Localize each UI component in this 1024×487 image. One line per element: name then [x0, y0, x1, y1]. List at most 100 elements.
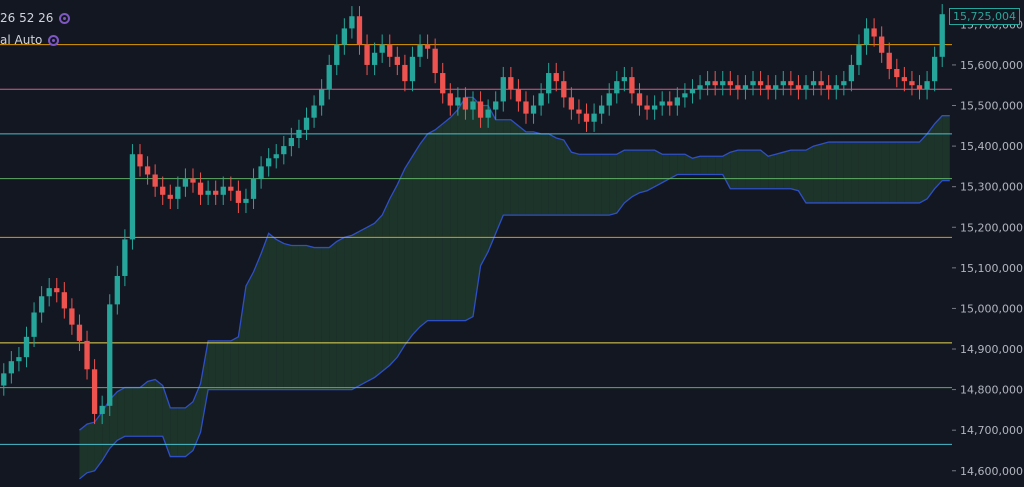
cloud-segment: [397, 168, 405, 358]
cloud-segment: [624, 150, 632, 203]
candle-body: [757, 81, 764, 86]
cloud-segment: [208, 340, 216, 390]
candle-body: [182, 178, 189, 187]
cloud-segment: [722, 152, 731, 189]
y-tick-label: 15,000,000: [960, 302, 1023, 315]
candle-body: [220, 186, 226, 195]
settings-icon[interactable]: [48, 34, 60, 46]
cloud-segment: [768, 154, 776, 189]
candle-body: [939, 14, 945, 57]
cloud-segment: [435, 123, 443, 321]
cloud-segment: [177, 407, 186, 457]
cloud-segment: [639, 150, 648, 193]
candle-body: [553, 73, 559, 82]
candle-body: [228, 186, 234, 191]
cloud-segment: [457, 97, 466, 321]
candle-body: [901, 77, 908, 82]
cloud-segment: [919, 133, 928, 203]
candle-body: [629, 77, 635, 94]
cloud-segment: [715, 156, 723, 175]
cloud-segment: [404, 156, 413, 345]
cloud-segment: [268, 233, 277, 390]
cloud-segment: [147, 379, 156, 437]
cloud-segment: [609, 154, 617, 216]
candle-body: [61, 292, 67, 309]
candle-body: [773, 85, 779, 90]
candle-body: [894, 68, 900, 78]
cloud-segment: [858, 142, 867, 203]
candle-body: [23, 336, 30, 358]
cloud-segment: [283, 243, 292, 390]
cloud-segment: [359, 227, 368, 386]
cloud-segment: [783, 150, 791, 189]
candle-body: [841, 81, 847, 86]
candle-body: [644, 105, 650, 110]
candle-body: [788, 81, 794, 86]
candle-body: [288, 137, 295, 147]
cloud-segment: [586, 154, 595, 216]
candle-body: [46, 288, 52, 297]
cloud-segment: [647, 150, 655, 191]
candle-body: [765, 85, 771, 90]
candle-body: [16, 357, 22, 362]
cloud-segment: [594, 154, 602, 216]
cloud-segment: [170, 407, 178, 457]
candle-body: [863, 28, 870, 45]
cloud-segment: [230, 336, 239, 390]
cloud-segment: [707, 156, 716, 175]
cloud-segment: [344, 235, 352, 390]
cloud-segment: [132, 387, 141, 437]
settings-icon[interactable]: [59, 12, 71, 24]
candle-body: [909, 81, 915, 86]
candle-body: [470, 101, 476, 110]
candle-body: [667, 101, 673, 106]
candle-body: [856, 44, 862, 65]
candle-body: [886, 52, 892, 69]
y-tick-label: 14,900,000: [960, 343, 1023, 356]
candle-body: [462, 97, 469, 110]
candle-body: [69, 308, 75, 325]
candle-body: [742, 85, 749, 90]
candle-body: [54, 288, 60, 293]
cloud-segment: [669, 154, 678, 179]
y-tick-label: 14,800,000: [960, 384, 1023, 397]
cloud-segment: [836, 142, 844, 203]
cloud-segment: [616, 150, 625, 214]
candle-body: [440, 73, 446, 94]
candle-body: [530, 105, 537, 114]
cloud-segment: [805, 146, 814, 203]
cloud-segment: [94, 411, 103, 471]
y-tick-label: 14,700,000: [960, 424, 1023, 437]
levels-legend[interactable]: al Auto: [0, 33, 60, 47]
cloud-segment: [760, 150, 769, 189]
candle-body: [651, 105, 658, 110]
candle-body: [432, 48, 438, 74]
cloud-segment: [442, 117, 451, 321]
candle-body: [129, 154, 136, 240]
candle-body: [568, 97, 575, 110]
cloud-segment: [291, 245, 299, 390]
candle-body: [659, 101, 665, 106]
ichimoku-legend[interactable]: 26 52 26: [0, 11, 71, 25]
cloud-segment: [495, 119, 504, 234]
y-tick-label: 15,200,000: [960, 221, 1023, 234]
cloud-segment: [813, 144, 822, 203]
cloud-segment: [896, 142, 905, 203]
candle-body: [281, 146, 287, 155]
cloud-segment: [556, 137, 564, 216]
candle-body: [810, 81, 817, 86]
candle-body: [38, 296, 45, 313]
cloud-segment: [911, 142, 920, 203]
ichimoku-params-text: 26 52 26: [0, 11, 54, 25]
candle-body: [546, 73, 552, 94]
cloud-segment: [261, 233, 269, 390]
candle-body: [266, 158, 272, 167]
candle-body: [402, 64, 408, 82]
cloud-segment: [124, 387, 133, 437]
candle-body: [561, 81, 567, 98]
candle-body: [848, 64, 855, 82]
cloud-segment: [904, 142, 912, 203]
cloud-segment: [548, 133, 557, 216]
cloud-segment: [745, 150, 754, 189]
